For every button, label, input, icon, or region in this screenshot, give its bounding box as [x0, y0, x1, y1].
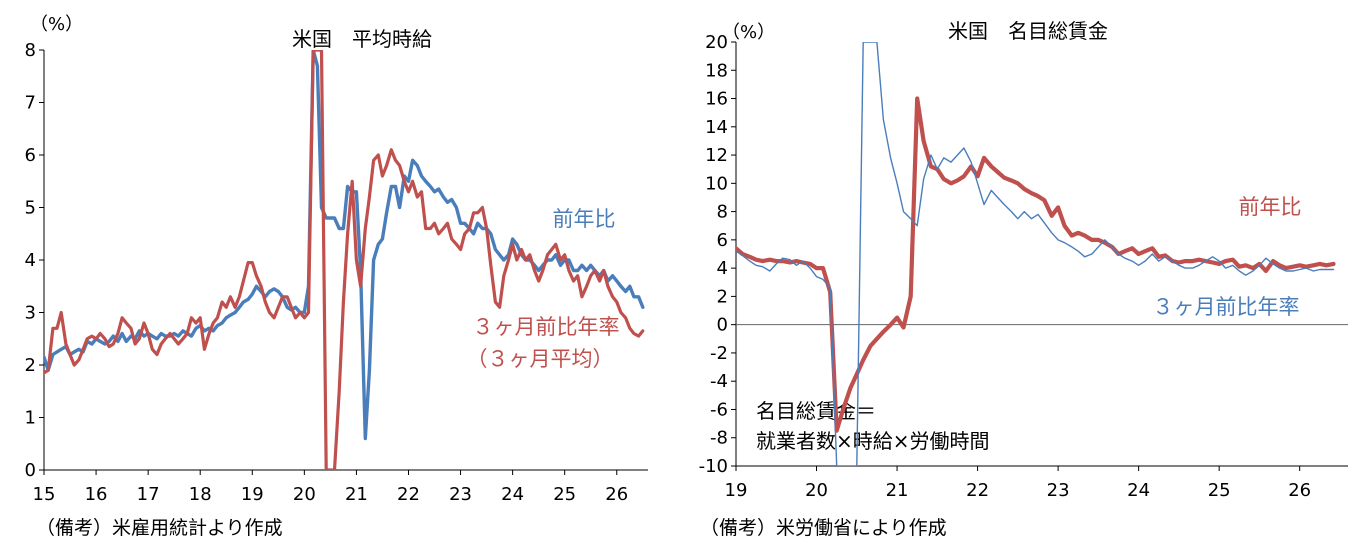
chart1-x-tick-label: 24	[501, 484, 524, 505]
chart2-formula-line1: 名目総賃金＝	[756, 399, 876, 423]
chart1-unit-label: （%）	[30, 14, 83, 35]
chart2-x-tick-label: 21	[886, 480, 909, 501]
chart1-label-3m-line1: ３ヶ月前比年率	[473, 315, 620, 339]
chart2-y-tick-label: -8	[710, 428, 728, 449]
chart2-series-group	[736, 42, 1336, 466]
chart2-y-tick-label: 18	[705, 60, 728, 81]
chart2-x-tick-label: 20	[805, 480, 828, 501]
chart2-series-line-2	[736, 42, 1335, 466]
chart1-y-tick-label: 2	[25, 355, 36, 376]
chart1-y-tick-label: 1	[25, 408, 36, 429]
chart2-x-tick-label: 26	[1288, 480, 1311, 501]
chart2-label-yoy: 前年比	[1239, 195, 1302, 219]
chart2-source-note: （備考）米労働省により作成	[700, 517, 947, 539]
chart1-x-tick-label: 19	[241, 484, 264, 505]
chart1-y-tick-label: 8	[25, 40, 36, 61]
chart1-series-line-1	[44, 50, 645, 441]
chart2-y-tick-label: 12	[705, 145, 728, 166]
chart2-y-tick-label: 2	[717, 286, 728, 307]
chart2-y-tick-label: -6	[710, 399, 728, 420]
chart1-series-group	[44, 50, 645, 470]
chart1-label-yoy: 前年比	[553, 207, 616, 231]
chart2-y-tick-label: -2	[710, 343, 728, 364]
chart1-title: 米国 平均時給	[292, 27, 432, 51]
chart1-x-tick-label: 16	[85, 484, 108, 505]
chart2-x-tick-label: 22	[966, 480, 989, 501]
chart2-y-tick-label: 20	[705, 32, 728, 53]
chart2-y-tick-label: 14	[705, 117, 728, 138]
chart2-y-tick-label: 0	[717, 315, 728, 336]
chart1-y-tick-label: 4	[25, 250, 36, 271]
chart1-x-tick-label: 22	[397, 484, 420, 505]
chart2-x-tick-label: 19	[725, 480, 748, 501]
chart1-x-tick-label: 20	[293, 484, 316, 505]
chart2-y-tick-label: 8	[717, 202, 728, 223]
chart1-y-tick-label: 7	[25, 93, 36, 114]
chart2-unit-label: （%）	[722, 22, 775, 43]
chart2-y-tick-label: 10	[705, 173, 728, 194]
chart1-y-tick-label: 6	[25, 145, 36, 166]
chart2-series-line-1	[736, 96, 1336, 433]
chart1-x-tick-label: 18	[189, 484, 212, 505]
chart1-x-tick-label: 17	[137, 484, 160, 505]
chart1-x-tick-label: 23	[449, 484, 472, 505]
chart2-y-tick-label: -4	[710, 371, 728, 392]
chart2-x-tick-label: 24	[1127, 480, 1150, 501]
chart2-x-tick-label: 25	[1208, 480, 1231, 501]
chart1-label-3m-line2: （３ヶ月平均）	[467, 347, 614, 371]
chart1-x-tick-label: 15	[33, 484, 56, 505]
chart1-y-tick-label: 5	[25, 198, 36, 219]
chart2-label-3m: ３ヶ月前比年率	[1153, 295, 1300, 319]
chart1-y-tick-label: 3	[25, 303, 36, 324]
chart1-x-tick-label: 25	[553, 484, 576, 505]
chart2-y-tick-label: 16	[705, 89, 728, 110]
chart2-formula-line2: 就業者数×時給×労働時間	[756, 429, 990, 453]
chart1-source-note: （備考）米雇用統計より作成	[36, 517, 283, 539]
chart1-x-tick-label: 21	[345, 484, 368, 505]
chart1-y-tick-label: 0	[25, 460, 36, 481]
chart1-series-line-2	[44, 50, 645, 470]
chart1-x-tick-label: 26	[605, 484, 628, 505]
chart2-title: 米国 名目総賃金	[948, 19, 1108, 43]
chart2-y-tick-label: 4	[717, 258, 728, 279]
chart2-x-tick-label: 23	[1047, 480, 1070, 501]
chart2-y-tick-label: -10	[699, 456, 728, 477]
chart2-y-tick-label: 6	[717, 230, 728, 251]
